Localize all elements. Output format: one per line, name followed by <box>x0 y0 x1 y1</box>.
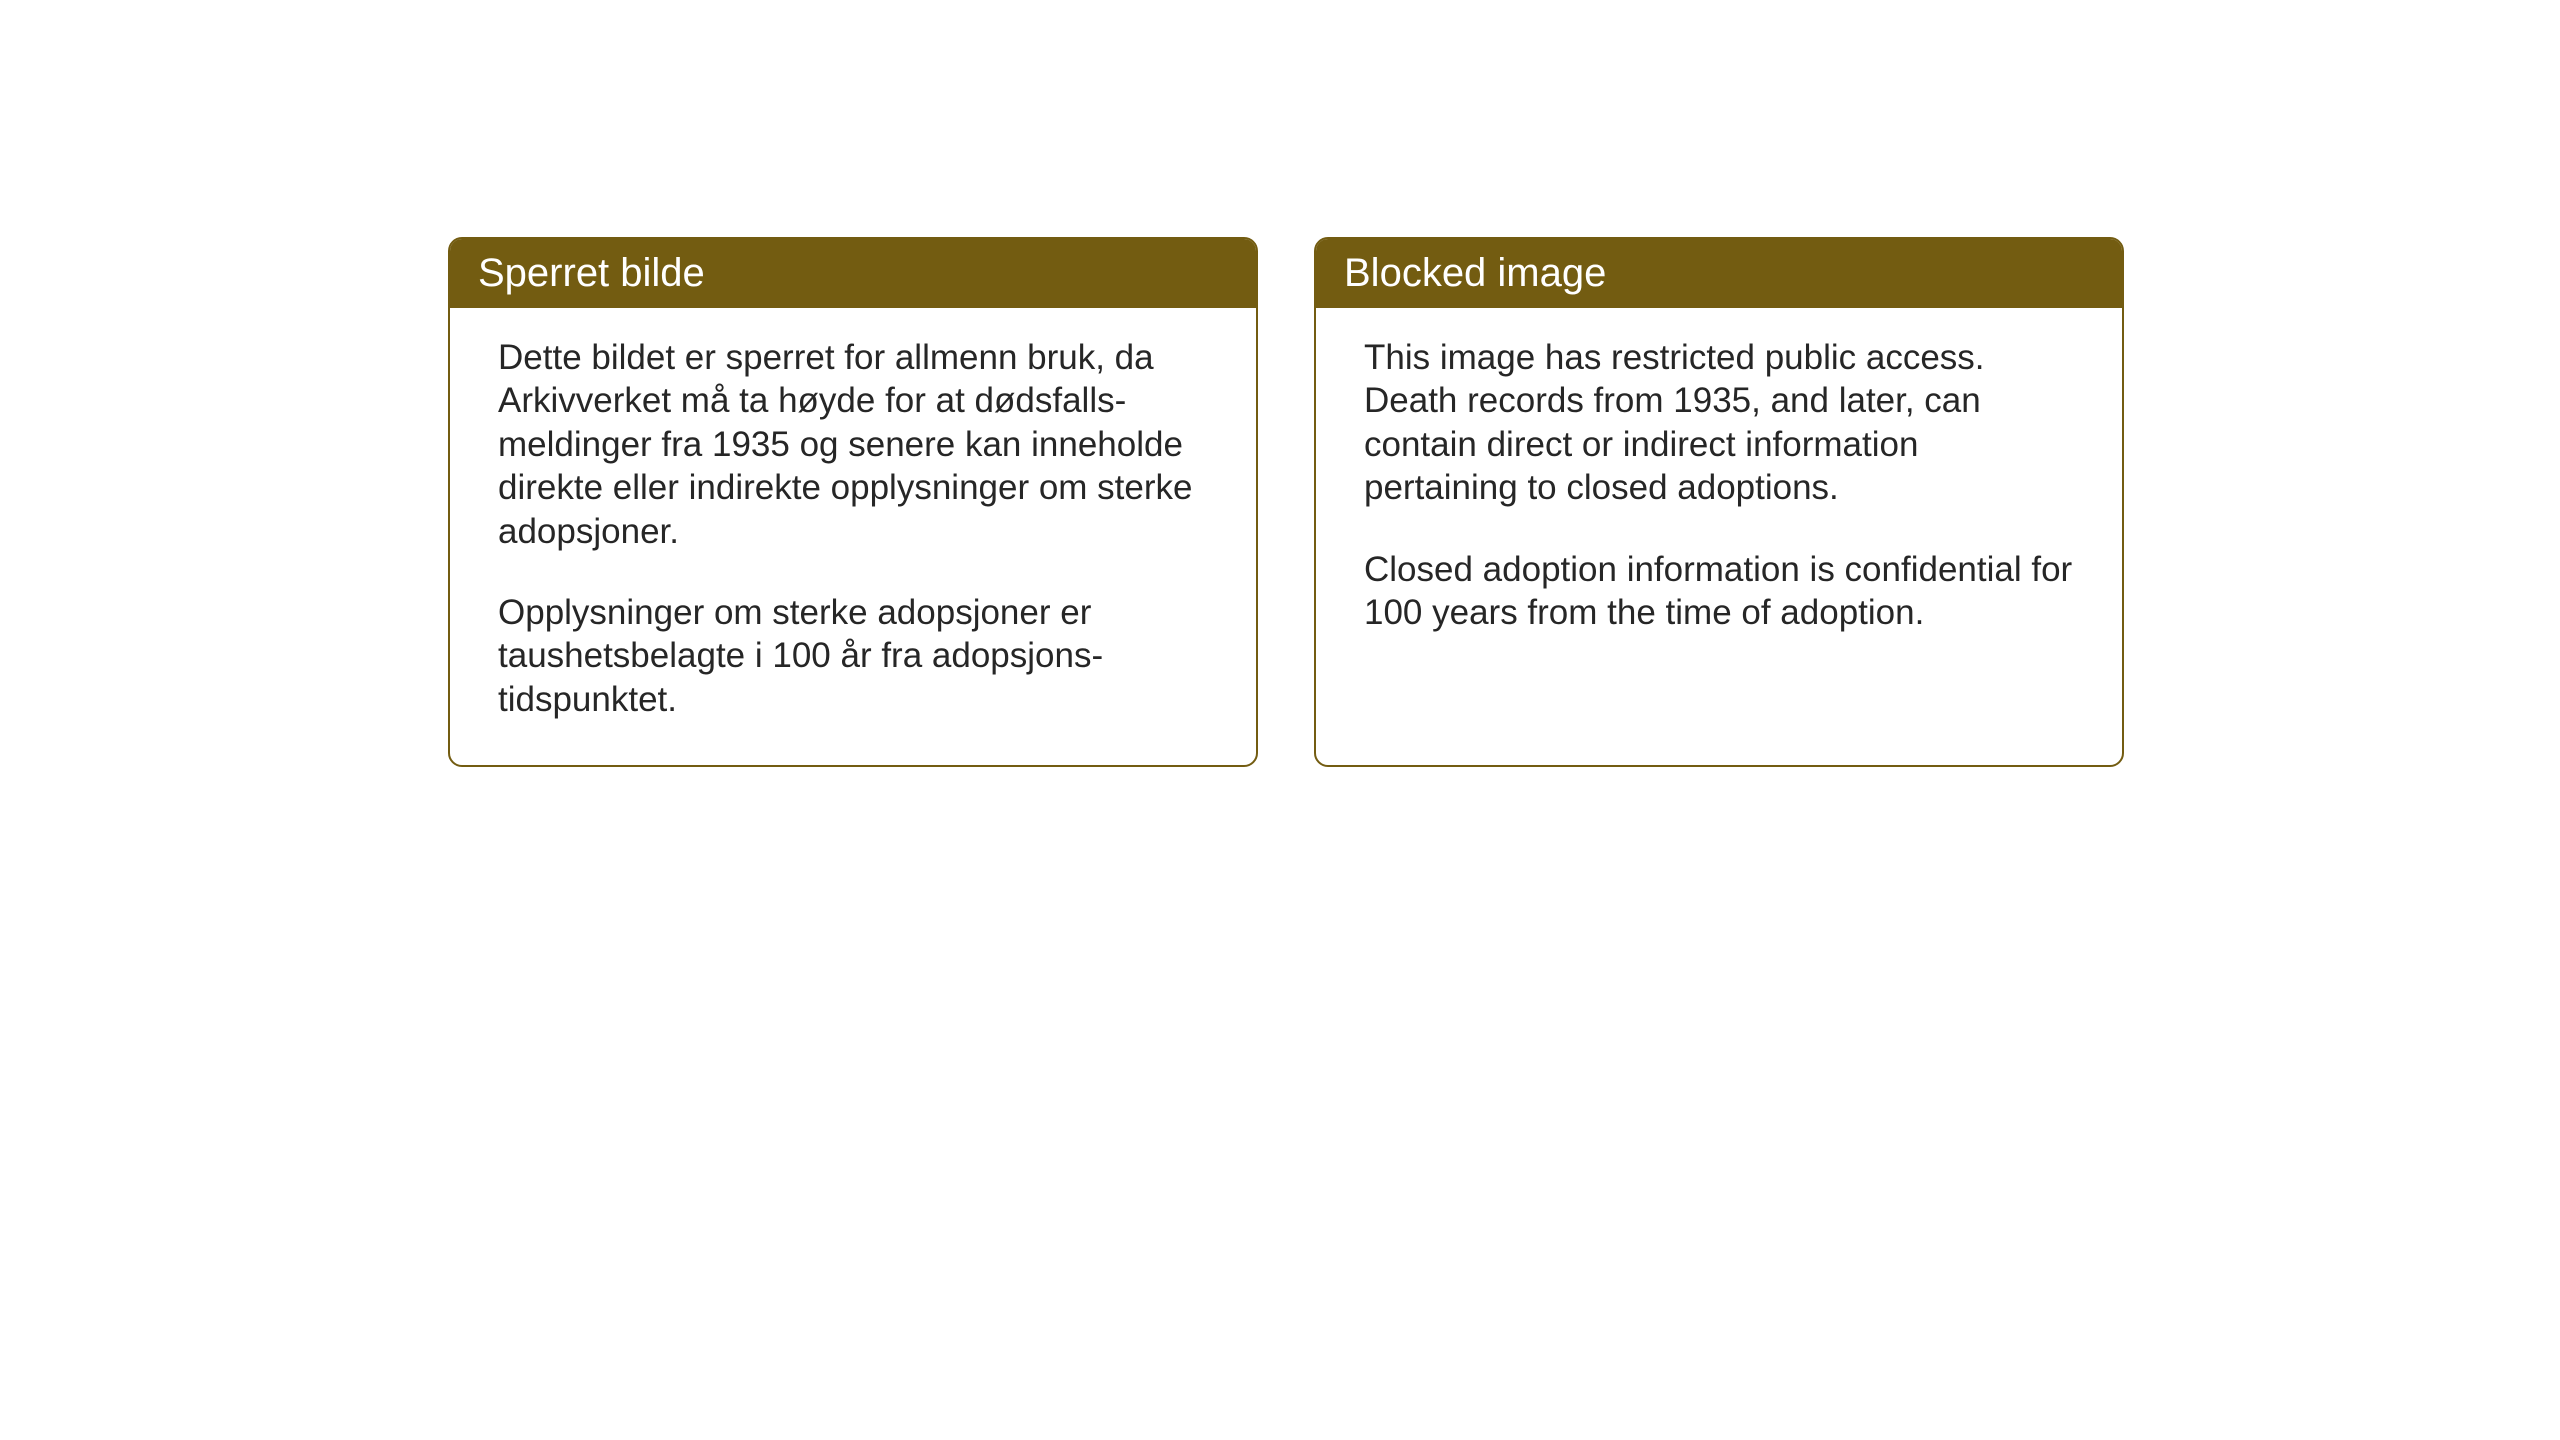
cards-container: Sperret bilde Dette bildet er sperret fo… <box>448 237 2124 767</box>
card-norwegian-body: Dette bildet er sperret for allmenn bruk… <box>450 308 1256 765</box>
card-norwegian: Sperret bilde Dette bildet er sperret fo… <box>448 237 1258 767</box>
card-english-paragraph-1: This image has restricted public access.… <box>1364 336 2074 510</box>
card-norwegian-paragraph-1: Dette bildet er sperret for allmenn bruk… <box>498 336 1208 553</box>
card-english-title: Blocked image <box>1344 251 1606 295</box>
card-norwegian-title: Sperret bilde <box>478 251 705 295</box>
card-norwegian-paragraph-2: Opplysninger om sterke adopsjoner er tau… <box>498 591 1208 721</box>
card-english-paragraph-2: Closed adoption information is confident… <box>1364 548 2074 635</box>
card-norwegian-header: Sperret bilde <box>450 239 1256 308</box>
card-english: Blocked image This image has restricted … <box>1314 237 2124 767</box>
card-english-header: Blocked image <box>1316 239 2122 308</box>
card-english-body: This image has restricted public access.… <box>1316 308 2122 688</box>
